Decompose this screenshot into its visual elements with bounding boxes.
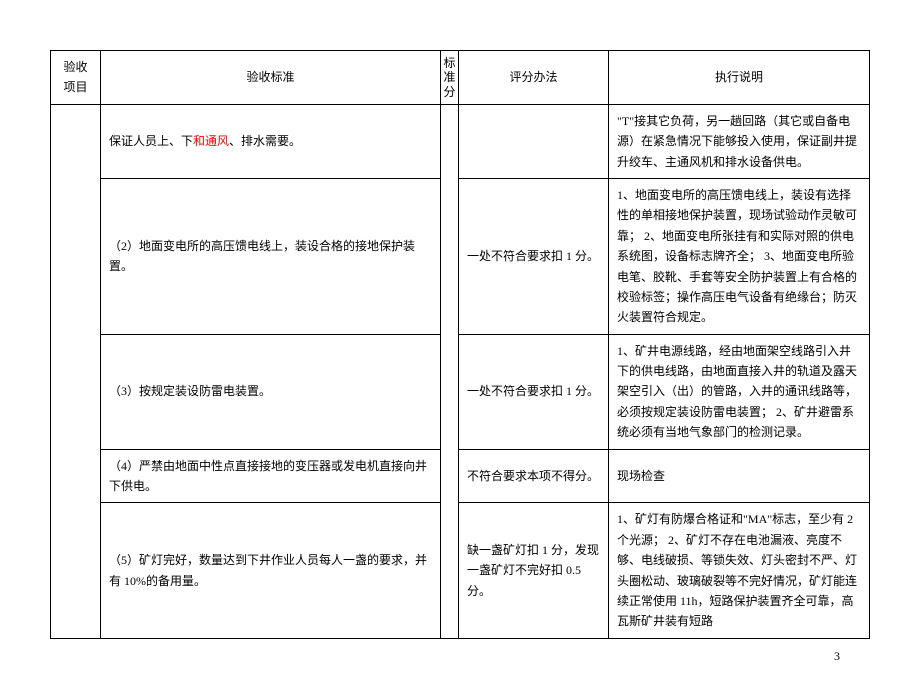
table-row: 保证人员上、下和通风、排水需要。 "T"接其它负荷，另一趟回路（其它或自备电源）… — [51, 104, 870, 178]
text-part: 、排水需要。 — [229, 134, 301, 148]
cell-score — [441, 104, 459, 638]
cell-item — [51, 104, 101, 638]
cell-standard: （3）按规定装设防雷电装置。 — [101, 334, 441, 449]
cell-standard: （4）严禁由地面中性点直接接地的变压器或发电机直接向井下供电。 — [101, 449, 441, 503]
cell-exec: 1、矿灯有防爆合格证和"MA"标志，至少有 2 个光源； 2、矿灯不存在电池漏液… — [609, 503, 870, 638]
cell-method: 一处不符合要求扣 1 分。 — [459, 178, 609, 334]
cell-exec: 1、矿井电源线路，经由地面架空线路引入井下的供电线路，由地面直接入井的轨道及露天… — [609, 334, 870, 449]
header-exec: 执行说明 — [609, 51, 870, 105]
cell-method — [459, 104, 609, 178]
header-item: 验收项目 — [51, 51, 101, 105]
cell-exec: 1、地面变电所的高压馈电线上，装设有选择性的单相接地保护装置，现场试验动作灵敏可… — [609, 178, 870, 334]
table-row: （4）严禁由地面中性点直接接地的变压器或发电机直接向井下供电。 不符合要求本项不… — [51, 449, 870, 503]
text-part: 保证人员上、下 — [109, 134, 193, 148]
text-highlight: 和通风 — [193, 134, 229, 148]
table-row: （5）矿灯完好，数量达到下井作业人员每人一盏的要求，并有 10%的备用量。 缺一… — [51, 503, 870, 638]
table-header-row: 验收项目 验收标准 标准分 评分办法 执行说明 — [51, 51, 870, 105]
cell-standard: （2）地面变电所的高压馈电线上，装设合格的接地保护装置。 — [101, 178, 441, 334]
cell-standard: 保证人员上、下和通风、排水需要。 — [101, 104, 441, 178]
cell-exec: 现场检查 — [609, 449, 870, 503]
header-score: 标准分 — [441, 51, 459, 105]
cell-exec: "T"接其它负荷，另一趟回路（其它或自备电源）在紧急情况下能够投入使用，保证副井… — [609, 104, 870, 178]
cell-method: 不符合要求本项不得分。 — [459, 449, 609, 503]
table-row: （3）按规定装设防雷电装置。 一处不符合要求扣 1 分。 1、矿井电源线路，经由… — [51, 334, 870, 449]
table-row: （2）地面变电所的高压馈电线上，装设合格的接地保护装置。 一处不符合要求扣 1 … — [51, 178, 870, 334]
acceptance-table: 验收项目 验收标准 标准分 评分办法 执行说明 保证人员上、下和通风、排水需要。… — [50, 50, 870, 639]
page-number: 3 — [50, 649, 870, 664]
header-method: 评分办法 — [459, 51, 609, 105]
cell-method: 一处不符合要求扣 1 分。 — [459, 334, 609, 449]
cell-method: 缺一盏矿灯扣 1 分，发现一盏矿灯不完好扣 0.5 分。 — [459, 503, 609, 638]
header-standard: 验收标准 — [101, 51, 441, 105]
cell-standard: （5）矿灯完好，数量达到下井作业人员每人一盏的要求，并有 10%的备用量。 — [101, 503, 441, 638]
